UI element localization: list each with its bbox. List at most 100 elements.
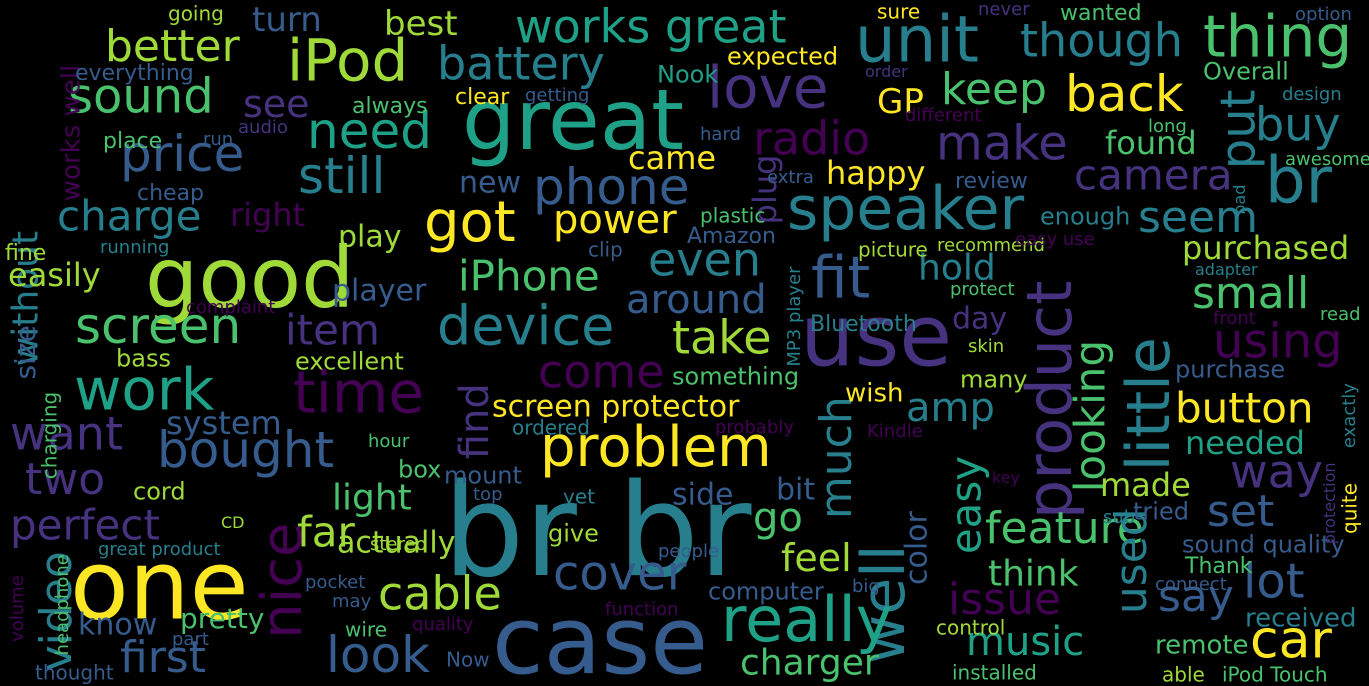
word-far: far	[297, 507, 356, 556]
word-feature: feature	[985, 503, 1144, 554]
word-keep: keep	[941, 64, 1047, 115]
word-say: say	[1158, 571, 1234, 622]
word-button: button	[1175, 383, 1314, 432]
word-br-br: br br	[443, 457, 752, 606]
word-radio: radio	[753, 112, 870, 166]
word-easy: easy	[941, 456, 990, 554]
word-received: received	[1245, 603, 1357, 633]
word-place: place	[103, 129, 162, 154]
word-know: know	[78, 608, 157, 643]
word-better: better	[105, 21, 241, 72]
word-made: made	[1100, 466, 1191, 504]
word-car: car	[1250, 611, 1332, 671]
word-item: item	[285, 305, 380, 354]
word-hold: hold	[918, 248, 996, 289]
word-easy-use: easy use	[1015, 229, 1095, 250]
word-speaker: speaker	[787, 174, 1025, 244]
word-lot: lot	[1243, 553, 1305, 609]
word-side: side	[672, 478, 733, 513]
word-exactly: exactly	[1339, 383, 1360, 448]
word-around: around	[626, 277, 767, 323]
word-sound: sound	[68, 68, 214, 124]
word-thank: Thank	[1184, 554, 1253, 579]
word-may: may	[332, 591, 372, 612]
word-getting: getting	[525, 85, 589, 106]
word-top: top	[473, 484, 503, 505]
word-day: day	[952, 302, 1007, 337]
word-volume: volume	[7, 575, 28, 642]
word-came: came	[628, 139, 716, 177]
word-computer: computer	[708, 578, 824, 606]
word-even: even	[648, 233, 761, 287]
word-excellent: excellent	[295, 348, 404, 376]
word-mount: mount	[444, 462, 522, 490]
word-really: really	[721, 583, 892, 656]
word-unit: unit	[855, 3, 979, 77]
word-tried: tried	[1133, 498, 1189, 526]
word-turn: turn	[252, 0, 322, 40]
word-sound-quality: sound quality	[1182, 531, 1345, 559]
word-pocket: pocket	[305, 572, 365, 593]
word-bad: bad	[1230, 185, 1249, 215]
word-plug: plug	[746, 155, 784, 225]
word-charging: charging	[37, 392, 61, 479]
word-design: design	[1282, 84, 1342, 105]
word-something: something	[672, 363, 799, 391]
word-using: using	[1213, 313, 1343, 369]
word-read: read	[1320, 304, 1361, 325]
word-though: though	[1020, 14, 1183, 68]
word-make: make	[936, 115, 1068, 171]
word-hour: hour	[368, 431, 410, 452]
word-ordered: ordered	[512, 415, 590, 439]
word-long: long	[1148, 116, 1187, 137]
word-complaint: complaint	[186, 297, 275, 318]
word-cover: cover	[553, 545, 687, 601]
word-order: order	[865, 62, 908, 81]
word-little: little	[1114, 337, 1184, 471]
word-able: able	[1162, 662, 1205, 686]
word-take: take	[672, 311, 772, 365]
word-works-well: works well	[56, 65, 86, 201]
word-time: time	[293, 359, 424, 427]
word-best: best	[384, 4, 458, 44]
word-video: video	[31, 551, 82, 671]
word-happy: happy	[826, 154, 925, 192]
word-going: going	[168, 1, 224, 25]
word-review: review	[955, 169, 1028, 194]
word-fit: fit	[811, 244, 870, 312]
word-think: think	[988, 554, 1079, 595]
word-give: give	[548, 520, 599, 548]
word-screen: screen	[75, 297, 241, 355]
word-light: light	[332, 478, 412, 519]
word-want: want	[10, 407, 123, 461]
word-got: got	[424, 190, 516, 255]
word-two: two	[25, 454, 105, 505]
word-see: see	[243, 82, 310, 126]
word-without: without	[6, 231, 47, 366]
word-control: control	[936, 615, 1005, 639]
word-big: big	[852, 576, 880, 597]
word-music: music	[966, 619, 1084, 665]
word-sub: sub	[1103, 507, 1135, 528]
word-seem: seem	[1138, 192, 1258, 243]
word-amp: amp	[906, 385, 995, 431]
word-come: come	[538, 345, 665, 399]
word-overall: Overall	[1203, 58, 1289, 86]
word-small: small	[1192, 268, 1309, 319]
word-ipod: iPod	[287, 27, 408, 95]
word-well: well	[849, 544, 919, 663]
word-always: always	[352, 94, 428, 119]
word-charge: charge	[57, 191, 201, 240]
word-mp3-player: MP3 player	[784, 266, 805, 367]
word-looking: looking	[1065, 340, 1114, 492]
word-right: right	[230, 196, 305, 234]
word-great-product: great product	[98, 539, 221, 560]
word-need: need	[307, 102, 432, 160]
word-love: love	[707, 54, 829, 122]
word-set: set	[1207, 486, 1274, 537]
word-fine: fine	[5, 241, 46, 266]
word-size: size	[9, 325, 42, 379]
word-easily: easily	[8, 256, 101, 294]
word-cable: cable	[378, 567, 502, 621]
